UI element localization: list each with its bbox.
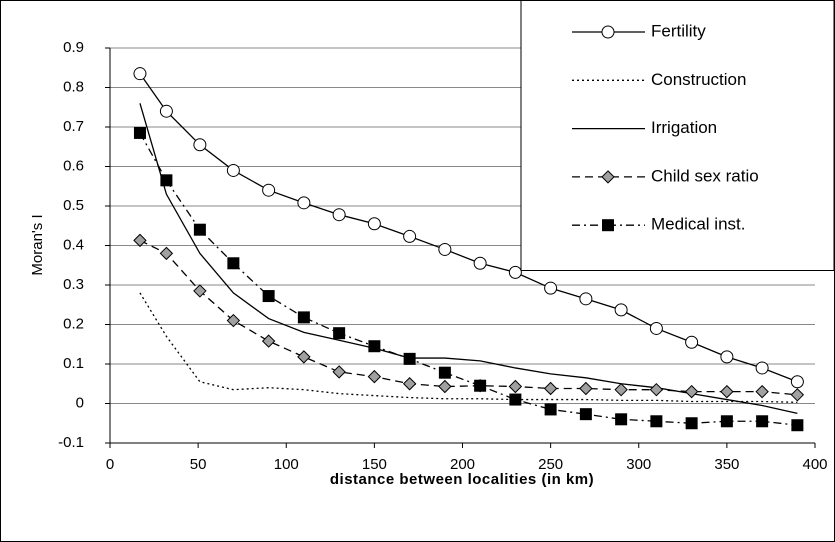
marker [133, 126, 146, 139]
marker [402, 377, 417, 391]
marker [790, 375, 804, 389]
marker [226, 163, 240, 177]
x-tick-label: 100 [274, 456, 299, 473]
marker [720, 350, 734, 364]
x-tick-label: 400 [802, 456, 827, 473]
y-tick-label: 0.3 [63, 276, 84, 293]
marker [544, 281, 558, 295]
marker [332, 208, 346, 222]
marker [614, 382, 628, 397]
marker [332, 365, 346, 379]
marker [755, 361, 769, 375]
legend-label: Medical inst. [651, 215, 745, 234]
marker [579, 381, 593, 396]
y-tick-label: 0.2 [63, 315, 84, 332]
marker [544, 403, 557, 416]
marker [543, 381, 558, 396]
y-tick-label: 0.4 [63, 236, 84, 253]
marker [193, 223, 206, 236]
marker [473, 256, 487, 270]
marker [227, 257, 240, 270]
marker [403, 352, 416, 365]
y-tick-label: 0 [76, 394, 84, 411]
marker [297, 196, 311, 210]
y-tick-label: 0.7 [63, 118, 84, 135]
y-tick-label: -0.1 [58, 434, 84, 451]
marker [649, 321, 663, 335]
marker [438, 242, 452, 256]
marker [159, 246, 174, 261]
x-tick-label: 300 [626, 456, 651, 473]
y-tick-label: 0.8 [63, 78, 84, 95]
marker [685, 335, 699, 349]
marker [368, 340, 381, 353]
y-tick-label: 0.9 [63, 39, 84, 56]
marker [297, 311, 310, 324]
marker [720, 384, 734, 399]
y-tick-label: 0.1 [63, 355, 84, 372]
marker [262, 183, 276, 197]
x-tick-label: 200 [450, 456, 475, 473]
marker [193, 138, 207, 152]
marker [261, 334, 276, 348]
legend-marker [602, 219, 614, 232]
marker [133, 67, 147, 81]
marker [438, 379, 452, 394]
legend-label: Irrigation [651, 118, 717, 137]
legend-label: Construction [651, 70, 746, 89]
x-tick-label: 50 [190, 456, 207, 473]
marker [791, 419, 804, 432]
marker [474, 379, 487, 392]
series-line [139, 103, 798, 415]
legend-label: Child sex ratio [651, 166, 759, 185]
marker [614, 303, 628, 317]
legend-marker [601, 170, 615, 184]
legend-marker [601, 25, 615, 39]
marker [649, 382, 664, 397]
marker [755, 384, 769, 399]
y-axis-title: Moran's I [29, 214, 46, 275]
series-line [139, 292, 798, 403]
marker [508, 379, 523, 394]
marker [509, 393, 522, 406]
x-tick-label: 150 [362, 456, 387, 473]
x-tick-label: 250 [538, 456, 563, 473]
marker [508, 265, 522, 279]
marker [720, 415, 733, 428]
marker [226, 313, 241, 328]
marker [297, 350, 311, 364]
marker [403, 229, 417, 243]
marker [579, 292, 593, 306]
marker [684, 384, 699, 399]
marker [790, 388, 805, 402]
marker [367, 217, 381, 231]
legend-label: Fertility [651, 21, 706, 40]
marker [367, 369, 382, 384]
marker [756, 415, 769, 428]
marker [262, 290, 275, 303]
marker [438, 366, 451, 379]
x-tick-label: 0 [106, 456, 114, 473]
marker [650, 415, 663, 428]
y-tick-label: 0.5 [63, 197, 84, 214]
marker [133, 233, 147, 248]
marker [193, 284, 207, 298]
marker [685, 417, 698, 430]
y-tick-label: 0.6 [63, 157, 84, 174]
x-tick-label: 350 [714, 456, 739, 473]
marker [579, 408, 592, 421]
marker [615, 413, 628, 426]
marker [159, 104, 173, 118]
marker [333, 327, 346, 340]
x-axis-title: distance between localities (in km) [330, 471, 594, 488]
marker [160, 174, 173, 187]
